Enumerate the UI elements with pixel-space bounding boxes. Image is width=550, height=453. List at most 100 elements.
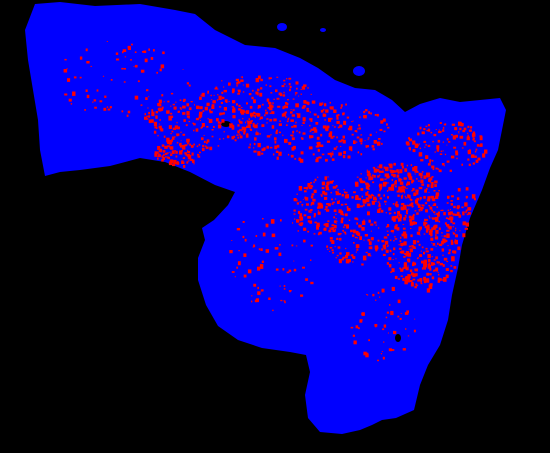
hotspot-mark [255,112,259,116]
hotspot-mark [199,106,203,110]
hotspot-mark [338,140,342,143]
hotspot-mark [246,102,248,105]
hotspot-mark [450,241,454,245]
hotspot-mark [397,278,400,280]
hotspot-mark [285,113,287,115]
hotspot-mark [378,141,381,144]
hotspot-mark [85,89,88,92]
hotspot-mark [327,203,331,207]
hotspot-mark [246,133,249,135]
hotspot-mark [410,251,412,253]
hotspot-mark [387,175,390,178]
hotspot-mark [462,233,466,238]
hotspot-mark [373,168,378,173]
hotspot-mark [442,264,445,267]
hotspot-mark [423,233,426,235]
hotspot-mark [393,240,395,242]
hotspot-mark [421,171,424,173]
hotspot-mark [330,117,333,120]
hotspot-mark [335,257,338,259]
hotspot-mark [423,196,426,199]
hotspot-mark [189,159,193,161]
hotspot-mark [324,196,328,200]
hotspot-mark [367,253,371,257]
hotspot-mark [176,162,180,165]
hotspot-mark [398,186,402,191]
hotspot-mark [337,114,340,117]
hotspot-mark [205,146,209,149]
hotspot-mark [343,226,345,228]
hotspot-mark [209,109,211,112]
hotspot-mark [317,149,320,152]
hotspot-mark [386,123,388,126]
hotspot-mark [315,158,319,163]
hotspot-mark [331,227,335,230]
hotspot-mark [448,249,451,252]
hotspot-mark [405,276,409,278]
hotspot-mark [190,144,194,148]
hotspot-mark [301,106,305,109]
hotspot-mark [393,247,396,251]
hotspot-mark [379,187,382,190]
hotspot-mark [163,153,165,156]
hotspot-mark [436,212,440,215]
hotspot-mark [383,236,388,239]
hotspot-mark [452,225,454,228]
hotspot-mark [94,106,97,109]
hotspot-mark [427,144,431,147]
hotspot-mark [465,209,468,212]
hotspot-mark [446,229,450,232]
hotspot-mark [189,143,191,146]
hotspot-mark [248,120,252,124]
hotspot-mark [421,204,425,207]
hotspot-mark [155,125,157,127]
hotspot-mark [90,65,92,67]
hotspot-mark [408,245,412,248]
hotspot-mark [418,209,421,212]
hotspot-mark [477,157,481,160]
hotspot-mark [206,139,210,143]
hotspot-mark [458,132,460,134]
hotspot-mark [255,235,258,237]
hotspot-mark [336,237,339,240]
hotspot-mark [199,111,203,114]
hotspot-mark [467,134,469,137]
hotspot-mark [402,227,406,230]
hotspot-mark [280,219,282,222]
hotspot-mark [157,134,159,137]
hotspot-mark [302,266,305,269]
hotspot-mark [308,185,311,188]
hotspot-mark [452,250,456,254]
hotspot-mark [353,242,355,244]
hotspot-mark [386,173,389,177]
hotspot-mark [298,157,301,160]
hotspot-mark [453,205,456,209]
hotspot-mark [431,165,435,169]
hotspot-mark [437,271,439,273]
hotspot-mark [300,159,302,161]
hotspot-mark [323,227,327,231]
hotspot-mark [260,78,263,82]
hotspot-mark [334,228,336,231]
hotspot-mark [312,132,314,134]
hotspot-mark [417,203,420,206]
hotspot-mark [310,202,314,205]
hotspot-mark [347,155,351,159]
hotspot-mark [253,111,256,115]
hotspot-mark [259,264,264,269]
hotspot-mark [358,127,361,130]
hotspot-mark [299,158,304,163]
hotspot-mark [413,223,415,225]
hotspot-mark [325,109,329,113]
hotspot-mark [331,198,333,201]
hotspot-mark [399,240,402,243]
hotspot-mark [358,224,362,228]
hotspot-mark [217,145,220,147]
hotspot-mark [398,247,402,250]
hotspot-mark [427,224,430,228]
hotspot-mark [363,110,366,114]
hotspot-mark [311,100,316,104]
hotspot-mark [377,359,379,362]
hotspot-mark [202,110,205,112]
hotspot-mark [430,131,433,134]
